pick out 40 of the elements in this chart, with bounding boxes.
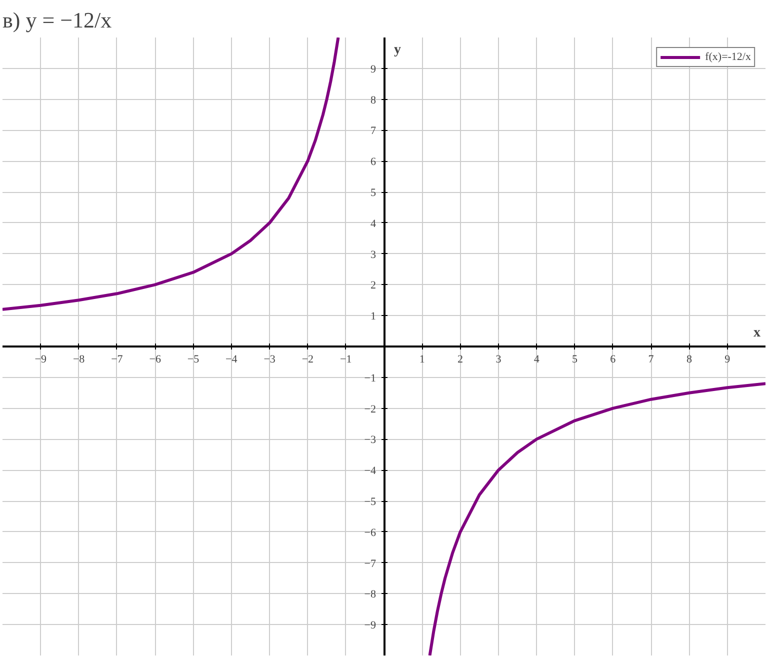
y-tick-label: −1: [364, 372, 376, 384]
y-tick-label: −5: [364, 496, 376, 508]
x-tick-label: 1: [419, 354, 425, 366]
y-tick-label: 5: [370, 187, 376, 199]
x-tick-label: 6: [610, 354, 616, 366]
x-tick-label: 9: [724, 354, 731, 366]
x-tick-label: −4: [226, 354, 238, 366]
x-tick-label: −9: [34, 354, 47, 366]
y-tick-label: −2: [364, 403, 376, 416]
y-tick-label: −4: [364, 465, 376, 478]
x-tick-label: −8: [72, 354, 86, 366]
x-axis-title: x: [754, 326, 760, 340]
x-tick-label: −2: [302, 354, 314, 366]
y-tick-label: 1: [370, 310, 376, 323]
x-tick-label: 2: [458, 354, 464, 366]
x-tick-label: 7: [648, 354, 654, 366]
x-tick-label: −1: [340, 354, 352, 366]
y-tick-label: 3: [370, 248, 376, 261]
y-tick-label: 8: [370, 94, 376, 106]
y-tick-label: −6: [364, 526, 376, 539]
y-tick-label: 6: [370, 156, 376, 168]
x-tick-label: 5: [572, 354, 578, 366]
y-tick-label: 4: [370, 218, 376, 230]
legend-label: f(x)=-12/x: [705, 51, 751, 63]
x-tick-label: 4: [534, 354, 540, 366]
y-axis-title: y: [394, 42, 401, 58]
x-tick-label: −3: [264, 354, 276, 366]
y-tick-label: −9: [364, 620, 376, 632]
y-tick-label: −7: [364, 558, 376, 570]
y-tick-label: −8: [364, 588, 376, 601]
chart-title: в) y = −12/x: [2, 8, 112, 32]
x-tick-label: 3: [496, 354, 502, 366]
x-tick-label: 8: [686, 354, 692, 366]
y-tick-label: −3: [364, 434, 376, 446]
y-tick-label: 2: [370, 280, 376, 292]
x-tick-label: −5: [187, 354, 200, 366]
y-tick-label: 9: [370, 63, 376, 76]
y-tick-label: 7: [370, 125, 376, 138]
x-tick-label: −6: [149, 354, 162, 366]
x-tick-label: −7: [111, 354, 124, 366]
